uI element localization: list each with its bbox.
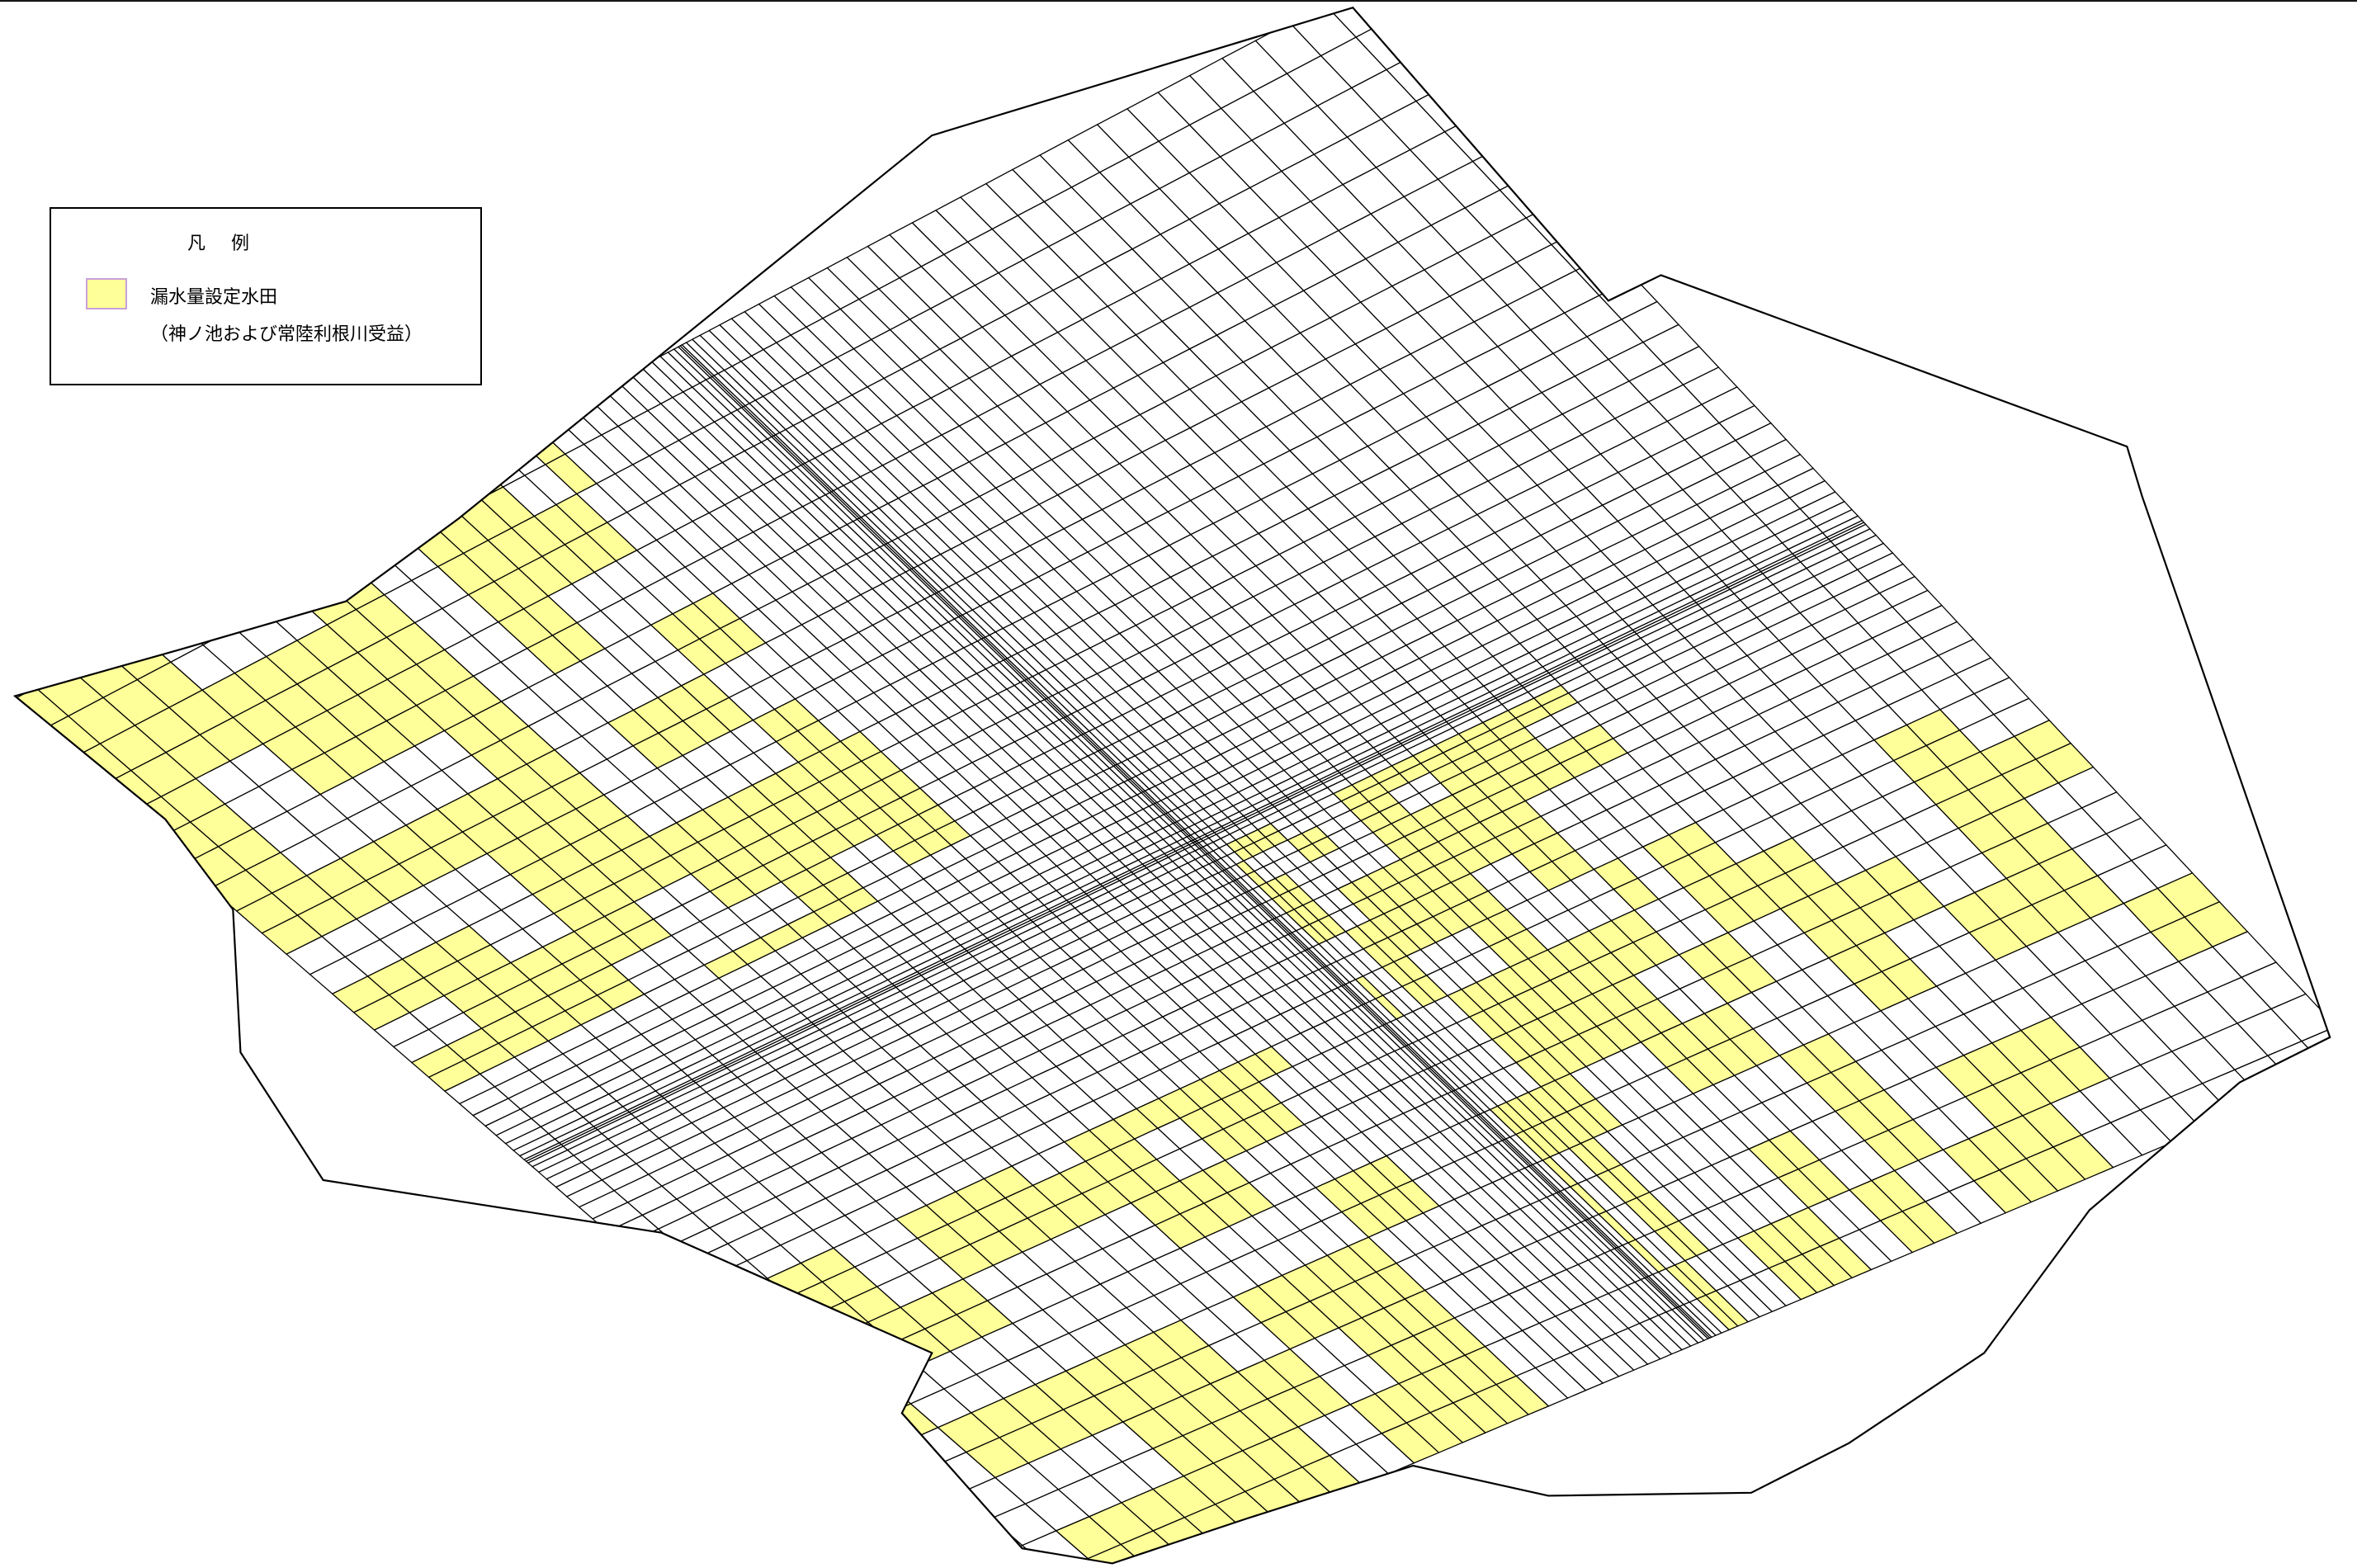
mesh-cell	[764, 1352, 826, 1391]
mesh-cell	[290, 536, 354, 582]
mesh-cell	[347, 507, 408, 553]
mesh-cell	[719, 1311, 778, 1349]
mesh-cell	[815, 1395, 878, 1435]
legend-swatch	[86, 278, 127, 309]
mesh-cell	[741, 1331, 802, 1369]
mesh-cell	[753, 1296, 813, 1334]
mesh-cell	[824, 1358, 886, 1397]
legend-title: 凡 例	[187, 234, 259, 254]
mesh-cell	[776, 1315, 836, 1353]
mesh-cell	[677, 1275, 734, 1311]
legend-label: 漏水量設定水田	[150, 287, 278, 308]
mesh-cell	[868, 1442, 933, 1483]
mesh-cell	[1087, 1543, 1155, 1564]
mesh-cell	[423, 468, 482, 512]
mesh-cell	[262, 550, 326, 597]
mesh-cell	[657, 1259, 715, 1293]
mesh-cell	[697, 1293, 756, 1329]
mesh-cell	[399, 480, 458, 526]
mesh-cell	[319, 521, 381, 567]
mesh-cell	[639, 1243, 695, 1277]
mesh-cell	[373, 494, 433, 539]
mesh-cell	[799, 1336, 861, 1375]
mesh-cell	[857, 1343, 919, 1381]
mesh-cell	[896, 1466, 963, 1509]
mesh-cell	[841, 1418, 905, 1459]
mesh-cell	[232, 566, 297, 613]
mesh-cell	[201, 582, 267, 630]
legend: 凡 例 漏水量設定水田 （神ノ池および常陸利根川受益）	[50, 207, 482, 385]
legend-note: （神ノ池および常陸利根川受益）	[150, 324, 423, 345]
mesh-cell	[789, 1372, 852, 1413]
